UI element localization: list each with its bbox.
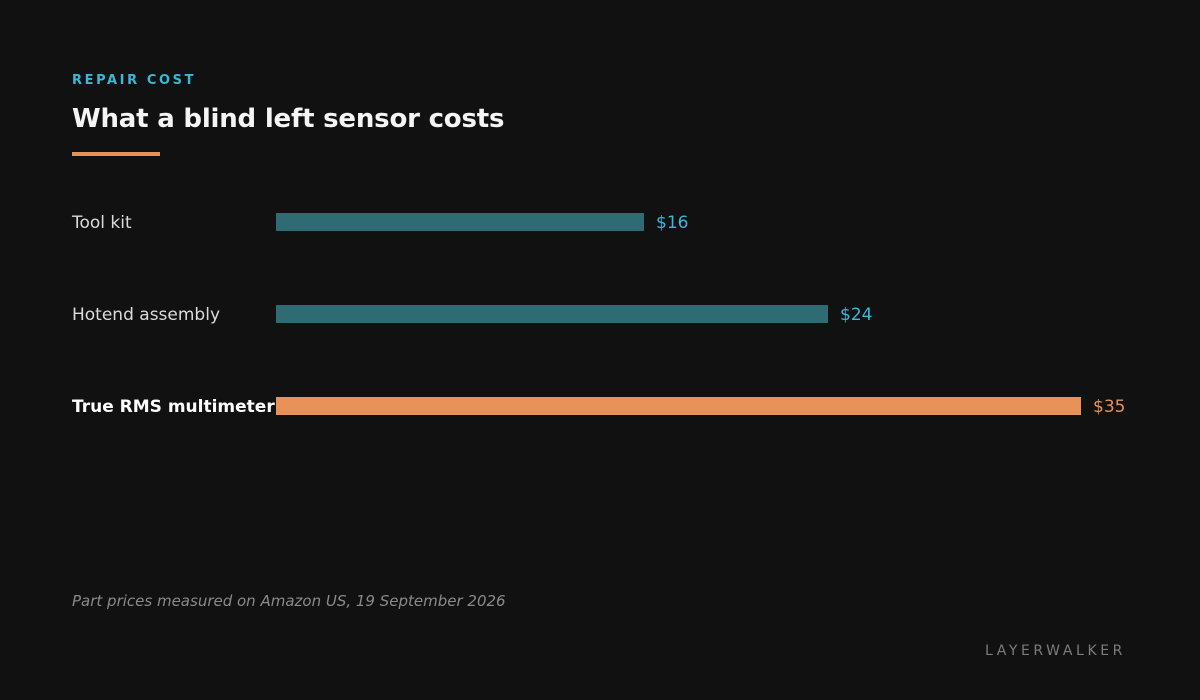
- category-label: True RMS multimeter: [72, 397, 275, 417]
- bar: [276, 397, 1081, 415]
- bar: [276, 213, 644, 231]
- bar: [276, 305, 828, 323]
- chart-eyebrow: REPAIR COST: [72, 73, 197, 88]
- title-underline: [72, 152, 160, 156]
- category-label: Hotend assembly: [72, 305, 220, 325]
- value-label: $35: [1093, 397, 1125, 417]
- brand-wordmark: LAYERWALKER: [985, 643, 1126, 659]
- value-label: $24: [840, 305, 872, 325]
- category-label: Tool kit: [71, 213, 132, 233]
- source-footnote: Part prices measured on Amazon US, 19 Se…: [72, 592, 506, 610]
- value-label: $16: [656, 213, 688, 233]
- chart-title: What a blind left sensor costs: [72, 104, 505, 134]
